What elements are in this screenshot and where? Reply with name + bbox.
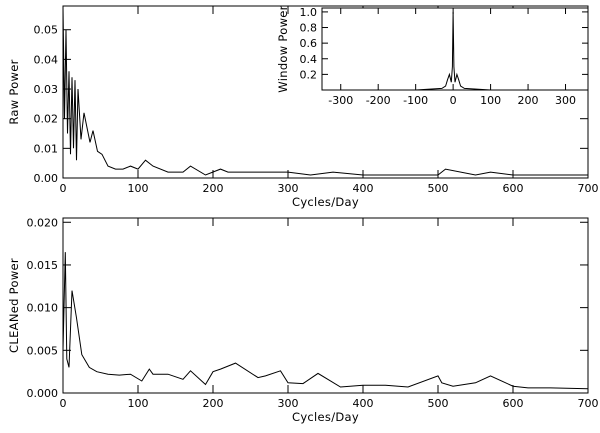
chart-bottom: 0 100 200 300 400 500 600 700 0.000 0.005 0.010 0.0… bbox=[7, 216, 599, 424]
bottom-x-tick-label: 200 bbox=[203, 397, 224, 410]
chart-inset: -300 -200 -100 0 100 200 300 0.2 0.4 0.6 0.8 1.0 Win… bbox=[276, 5, 589, 107]
bottom-x-tick-label: 100 bbox=[128, 397, 149, 410]
inset-y-tick-label: 0.4 bbox=[300, 53, 318, 66]
top-x-tick-label: 500 bbox=[428, 182, 449, 195]
bottom-x-tick-label: 400 bbox=[353, 397, 374, 410]
top-x-tick-label: 400 bbox=[353, 182, 374, 195]
top-x-tick-label: 200 bbox=[203, 182, 224, 195]
bottom-y-tick-label: 0.010 bbox=[27, 302, 59, 315]
top-y-tick-label: 0.05 bbox=[34, 24, 59, 37]
top-plot-frame bbox=[62, 5, 589, 179]
inset-plot-frame bbox=[321, 7, 589, 91]
top-x-axis-label: Cycles/Day bbox=[292, 195, 359, 209]
inset-x-tick-label: 0 bbox=[450, 94, 457, 107]
inset-y-tick-label: 0.6 bbox=[300, 37, 318, 50]
top-x-tick-label: 300 bbox=[278, 182, 299, 195]
top-x-tick-label: 700 bbox=[578, 182, 599, 195]
top-y-tick-label: 0.00 bbox=[34, 172, 59, 185]
bottom-x-tick-label: 700 bbox=[578, 397, 599, 410]
bottom-y-tick-label: 0.000 bbox=[27, 387, 59, 400]
bottom-x-tick-label: 500 bbox=[428, 397, 449, 410]
top-y-tick-label: 0.03 bbox=[34, 83, 59, 96]
top-power-line bbox=[62, 5, 588, 176]
bottom-plot-frame bbox=[62, 217, 589, 394]
inset-x-tick-label: 100 bbox=[480, 94, 501, 107]
top-x-tick-label: 600 bbox=[503, 182, 524, 195]
top-y-tick-label: 0.01 bbox=[34, 142, 59, 155]
bottom-y-tick-label: 0.005 bbox=[27, 344, 59, 357]
inset-y-tick-label: 1.0 bbox=[300, 6, 318, 19]
bottom-y-tick-label: 0.020 bbox=[27, 216, 59, 229]
inset-x-tick-label: 200 bbox=[518, 94, 539, 107]
inset-x-tick-label: -100 bbox=[403, 94, 428, 107]
bottom-x-tick-label: 300 bbox=[278, 397, 299, 410]
bottom-x-tick-label: 600 bbox=[503, 397, 524, 410]
bottom-x-tick-label: 0 bbox=[60, 397, 67, 410]
top-x-tick-label: 0 bbox=[60, 182, 67, 195]
top-x-tick-label: 100 bbox=[128, 182, 149, 195]
top-y-tick-label: 0.04 bbox=[34, 53, 59, 66]
inset-x-tick-label: -200 bbox=[366, 94, 391, 107]
top-y-tick-label: 0.02 bbox=[34, 113, 59, 126]
bottom-y-tick-label: 0.015 bbox=[27, 259, 59, 272]
top-y-axis-label: Raw Power bbox=[7, 59, 21, 124]
bottom-y-axis-label: CLEANed Power bbox=[7, 258, 21, 353]
chart-top: 0 100 200 300 400 500 600 700 0.00 0.01 0.02 0.03 0.… bbox=[7, 5, 599, 209]
inset-x-tick-label: -300 bbox=[328, 94, 353, 107]
inset-y-axis-label: Window Power bbox=[276, 5, 290, 92]
bottom-power-line bbox=[62, 252, 589, 390]
inset-y-tick-label: 0.8 bbox=[300, 22, 318, 35]
inset-x-tick-label: 300 bbox=[555, 94, 576, 107]
inset-y-tick-label: 0.2 bbox=[300, 68, 318, 81]
bottom-x-axis-label: Cycles/Day bbox=[292, 410, 359, 424]
